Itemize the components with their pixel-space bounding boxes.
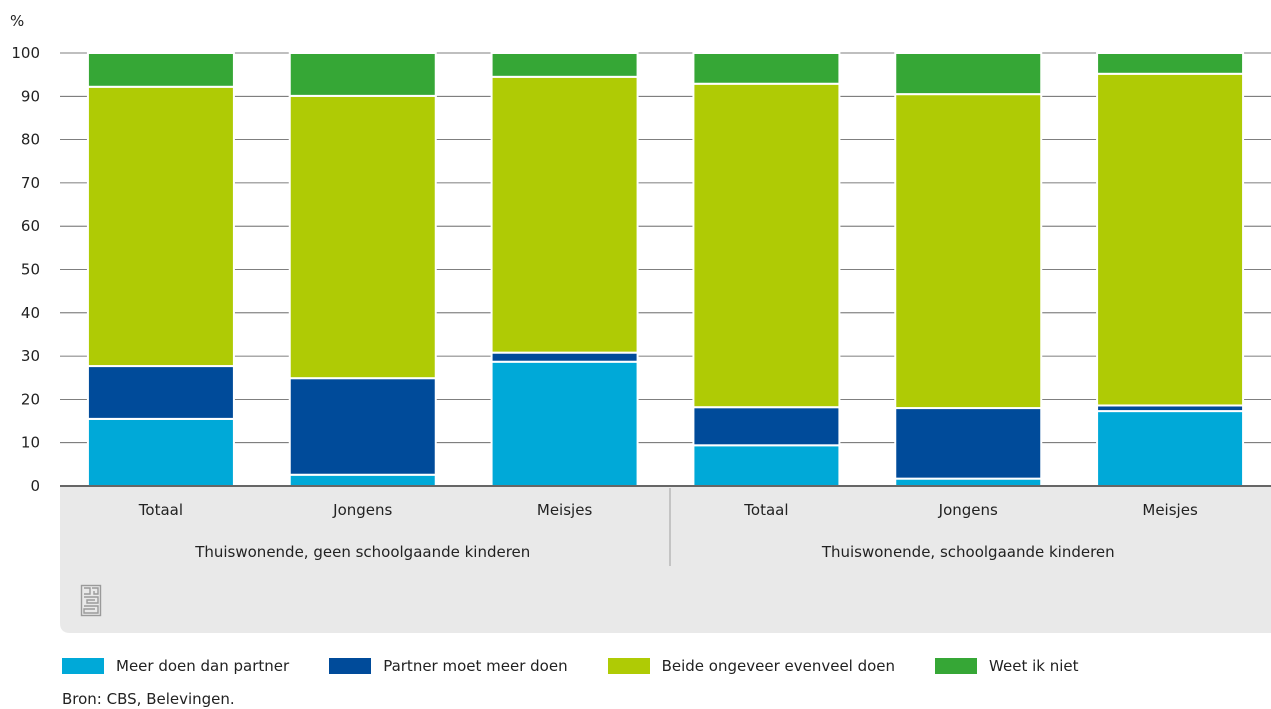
bar-segment	[1096, 410, 1245, 487]
bar-segment	[490, 360, 639, 487]
bar-segment	[288, 94, 437, 380]
group-labels: Thuiswonende, geen schoolgaande kinderen…	[194, 543, 1114, 561]
category-label: Meisjes	[1142, 501, 1198, 519]
y-tick-label: 60	[21, 217, 40, 235]
bar-segment	[894, 477, 1043, 488]
legend-item-beide: Beide ongeveer evenveel doen	[607, 657, 896, 675]
legend-item-partner-meer: Partner moet meer doen	[329, 657, 568, 675]
legend-label: Beide ongeveer evenveel doen	[661, 657, 896, 675]
group-label: Thuiswonende, schoolgaande kinderen	[821, 543, 1115, 561]
category-label: Totaal	[138, 501, 183, 519]
cbs-logo-icon	[80, 584, 102, 617]
y-tick-label: 0	[30, 477, 40, 495]
category-labels: Totaal Jongens Meisjes Totaal Jongens Meisjes	[138, 501, 1198, 519]
legend-label: Partner moet meer doen	[383, 657, 568, 675]
bar-segment	[490, 75, 639, 354]
stacked-bar-chart: 0 10 20 30 40 50 60 70 80 90 100 % Totaal Jongens Me…	[10, 12, 1271, 633]
category-label: Meisjes	[537, 501, 593, 519]
y-tick-label: 20	[21, 390, 40, 408]
y-tick-label: 90	[21, 87, 40, 105]
legend-swatch	[935, 658, 978, 674]
bar-segment	[288, 473, 437, 488]
category-label: Jongens	[332, 501, 392, 519]
y-tick-label: 40	[21, 304, 40, 322]
bar-segment	[692, 406, 841, 447]
y-tick-label: 30	[21, 347, 40, 365]
bars	[86, 52, 1245, 488]
bar-segment	[490, 52, 639, 78]
bar-segment	[692, 444, 841, 488]
legend-item-weet-niet: Weet ik niet	[935, 657, 1079, 675]
y-axis-ticks: 0 10 20 30 40 50 60 70 80 90 100	[11, 44, 40, 495]
y-axis-unit-label: %	[10, 12, 24, 30]
legend-item-meer-doen: Meer doen dan partner	[62, 657, 289, 675]
legend-swatch	[62, 658, 104, 674]
bar-segment	[86, 417, 235, 488]
legend-label: Weet ik niet	[989, 657, 1079, 675]
bar-segment	[692, 82, 841, 409]
legend-swatch	[329, 658, 372, 674]
bar-segment	[894, 52, 1043, 96]
bar-segment	[894, 407, 1043, 480]
bar-segment	[692, 52, 841, 85]
y-tick-label: 50	[21, 261, 40, 279]
bar-segment	[1096, 52, 1245, 75]
bar-segment	[894, 93, 1043, 410]
bar-segment	[86, 52, 235, 88]
y-tick-label: 80	[21, 131, 40, 149]
chart-legend: Meer doen dan partner Partner moet meer …	[62, 657, 1119, 675]
group-label: Thuiswonende, geen schoolgaande kinderen	[194, 543, 530, 561]
bar-segment	[86, 365, 235, 420]
bar-segment	[288, 52, 437, 97]
source-note: Bron: CBS, Belevingen.	[62, 690, 235, 708]
y-tick-label: 10	[21, 434, 40, 452]
bar-segment	[288, 377, 437, 476]
legend-label: Meer doen dan partner	[116, 657, 290, 675]
category-label: Jongens	[938, 501, 998, 519]
y-tick-label: 70	[21, 174, 40, 192]
gridlines	[60, 52, 1271, 444]
legend-swatch	[607, 658, 650, 674]
bar-segment	[86, 85, 235, 368]
y-tick-label: 100	[11, 44, 40, 62]
bar-segment	[490, 351, 639, 363]
category-label: Totaal	[743, 501, 788, 519]
bar-segment	[1096, 72, 1245, 407]
category-axis-panel	[60, 486, 1271, 633]
